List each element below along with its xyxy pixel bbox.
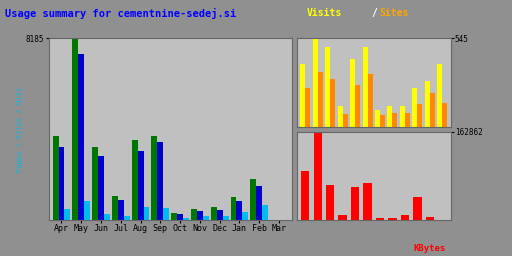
Bar	[338, 215, 347, 220]
Bar	[65, 209, 70, 220]
Bar	[152, 136, 157, 220]
Bar	[375, 110, 380, 127]
Bar	[250, 179, 256, 220]
Bar	[325, 47, 330, 127]
Bar	[84, 201, 90, 220]
Bar	[217, 210, 223, 220]
Bar	[442, 103, 447, 127]
Bar	[132, 140, 138, 220]
Bar	[183, 218, 189, 220]
Bar	[301, 171, 309, 220]
Bar	[350, 59, 355, 127]
Bar	[330, 79, 335, 127]
Bar	[138, 151, 143, 220]
Bar	[300, 63, 305, 127]
Bar	[191, 209, 197, 220]
Bar	[393, 113, 397, 127]
Bar	[112, 196, 118, 220]
Bar	[413, 88, 417, 127]
Bar	[92, 147, 98, 220]
Bar	[211, 207, 217, 220]
Bar	[326, 185, 334, 220]
Bar	[430, 93, 435, 127]
Text: Visits: Visits	[307, 8, 343, 18]
Bar	[118, 200, 124, 220]
Bar	[203, 216, 209, 220]
Bar	[380, 115, 385, 127]
Bar	[171, 213, 177, 220]
Bar	[413, 197, 421, 220]
Bar	[401, 215, 409, 220]
Bar	[53, 136, 58, 220]
Bar	[305, 88, 310, 127]
Bar	[177, 214, 183, 220]
Bar	[343, 114, 348, 127]
Bar	[242, 212, 248, 220]
Bar	[157, 142, 163, 220]
Text: KBytes: KBytes	[413, 244, 445, 253]
Text: Usage summary for cementnine-sedej.si: Usage summary for cementnine-sedej.si	[5, 8, 237, 19]
Bar	[98, 156, 104, 220]
Bar	[425, 81, 430, 127]
Bar	[337, 106, 343, 127]
Bar	[72, 38, 78, 220]
Bar	[197, 211, 203, 220]
Bar	[104, 214, 110, 220]
Bar	[317, 72, 323, 127]
Bar	[376, 218, 384, 220]
Bar	[230, 197, 237, 220]
Bar	[312, 38, 317, 127]
Bar	[124, 216, 130, 220]
Bar	[78, 54, 84, 220]
Bar	[437, 64, 442, 127]
Bar	[400, 106, 405, 127]
Bar	[313, 132, 322, 220]
Bar	[426, 217, 434, 220]
Bar	[223, 216, 228, 220]
Text: Sites: Sites	[379, 8, 408, 18]
Bar	[355, 86, 360, 127]
Text: /: /	[371, 8, 377, 18]
Bar	[262, 205, 268, 220]
Bar	[58, 147, 65, 220]
Bar	[364, 183, 372, 220]
Bar	[143, 207, 150, 220]
Bar	[351, 187, 359, 220]
Bar	[417, 104, 422, 127]
Bar	[256, 186, 262, 220]
Y-axis label: Pages / Files / Hits: Pages / Files / Hits	[17, 87, 23, 172]
Bar	[405, 113, 410, 127]
Bar	[237, 201, 242, 220]
Bar	[362, 47, 368, 127]
Bar	[163, 208, 169, 220]
Bar	[389, 218, 397, 220]
Bar	[388, 106, 393, 127]
Bar	[368, 74, 373, 127]
